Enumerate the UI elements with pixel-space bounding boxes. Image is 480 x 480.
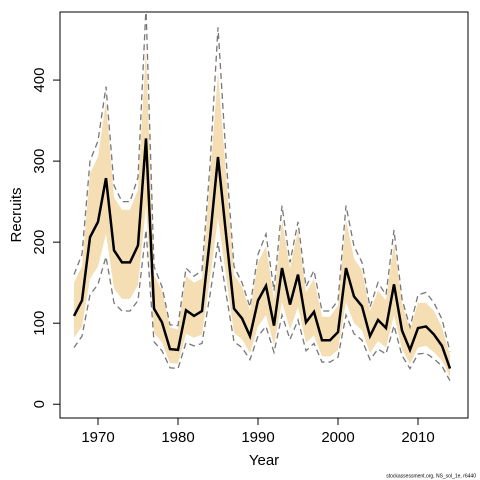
estimate-line xyxy=(72,138,452,369)
plot-area xyxy=(72,12,452,382)
y-tick-label: 400 xyxy=(31,68,48,93)
y-tick-label: 300 xyxy=(31,149,48,174)
y-tick-label: 100 xyxy=(31,311,48,336)
plot-frame xyxy=(59,11,469,419)
dashed-bound-upper xyxy=(73,12,451,352)
x-tick-label: 2000 xyxy=(321,429,354,446)
x-tick-label: 1970 xyxy=(81,429,114,446)
x-tick-label: 1990 xyxy=(241,429,274,446)
y-axis-title: Recruits xyxy=(8,187,25,242)
dashed-bound-lower xyxy=(73,229,451,382)
confidence-band xyxy=(74,47,450,378)
y-tick-label: 200 xyxy=(31,230,48,255)
footnote: stockassessment.org, NS_sol_1e, r6440 xyxy=(386,473,476,479)
y-tick-label: 0 xyxy=(31,400,48,408)
x-tick-label: 1980 xyxy=(161,429,194,446)
x-axis-title: Year xyxy=(249,452,279,469)
x-tick-label: 2010 xyxy=(401,429,434,446)
